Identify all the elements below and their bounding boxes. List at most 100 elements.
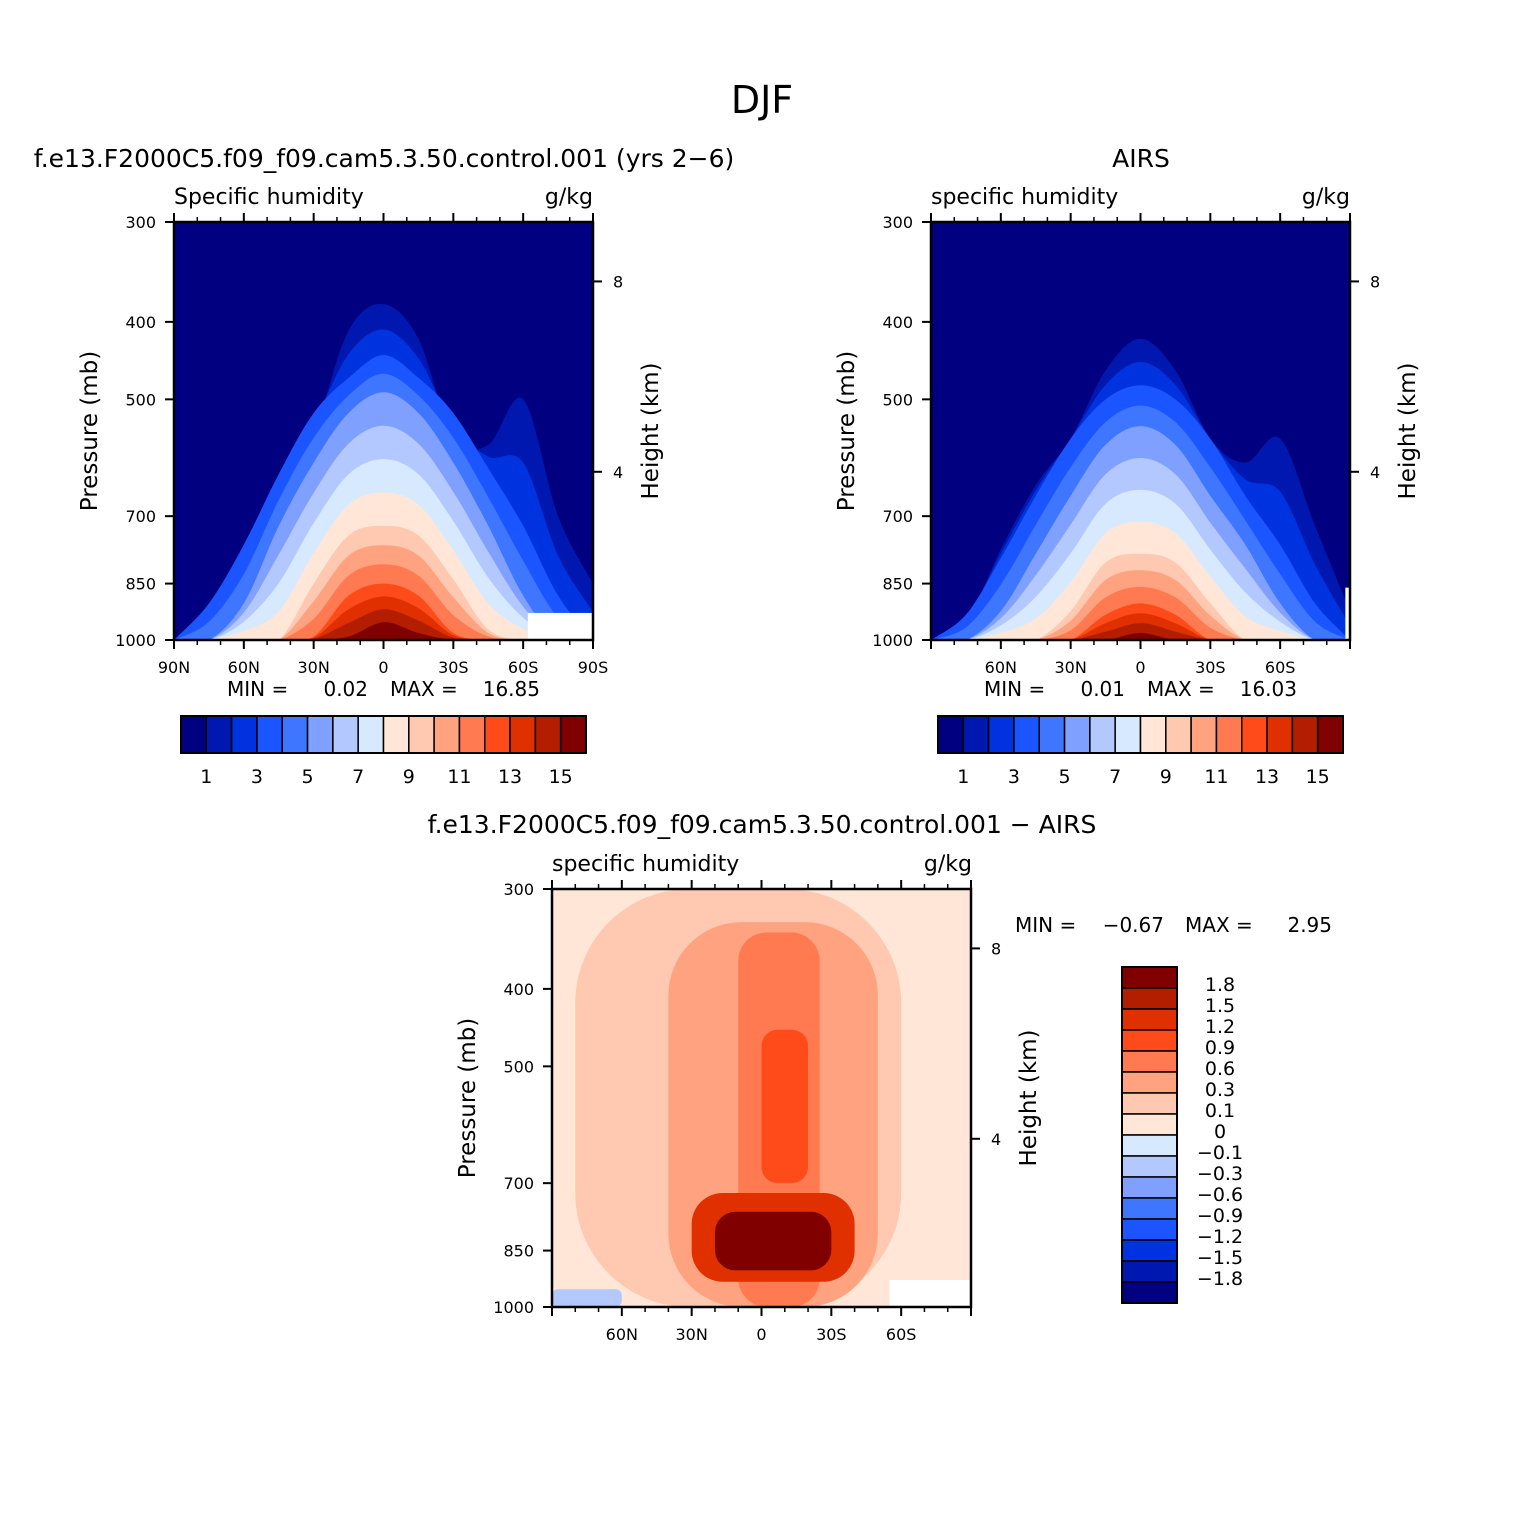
colorbar-label: 0.9 — [1205, 1037, 1235, 1059]
colorbar-label: −1.2 — [1197, 1226, 1243, 1248]
x-tick-label: 30S — [438, 658, 469, 677]
colorbar-swatch — [306, 715, 334, 754]
contour-region — [761, 1029, 809, 1184]
panel-diff-heading: f.e13.F2000C5.f09_f09.cam5.3.50.control.… — [428, 810, 1097, 839]
colorbar-swatch — [1139, 715, 1167, 754]
panel-diff-max-value: 2.95 — [1287, 913, 1332, 937]
y-tick-label: 850 — [125, 575, 156, 594]
colorbar-swatch — [1121, 1197, 1178, 1220]
colorbar-swatch — [1121, 1155, 1178, 1178]
panel-airs-left-string: specific humidity — [931, 185, 1118, 210]
colorbar-label: 0.6 — [1205, 1058, 1235, 1080]
y-tick-label: 1000 — [115, 631, 156, 650]
contour-band-14 — [931, 623, 1350, 640]
y-tick-label: 1000 — [872, 631, 913, 650]
colorbar-swatch — [1266, 715, 1294, 754]
colorbar-swatch — [534, 715, 562, 754]
colorbar-label: 13 — [498, 766, 522, 788]
colorbar-swatch — [962, 715, 990, 754]
panel-diff-ylabel: Pressure (mb) — [455, 1018, 481, 1178]
panel-airs-plot: 300 400 500 700 850 1000 8 4 60N 30N 0 30S 60S — [872, 213, 1380, 677]
x-tick-label: 60N — [228, 658, 260, 677]
colorbar-swatch — [1121, 1113, 1178, 1136]
panel-airs: AIRS specific humidity g/kg 300400500700… — [834, 144, 1421, 788]
colorbar-label: 7 — [352, 766, 364, 788]
colorbar-swatch — [1013, 715, 1040, 754]
y-tick-label: 300 — [503, 880, 534, 899]
contour-fill-group — [552, 889, 971, 1307]
figure-title: DJF — [731, 78, 793, 122]
contour-region — [714, 1211, 832, 1271]
panel-airs-min-label: MIN = — [984, 677, 1045, 701]
colorbar-swatch — [458, 715, 486, 754]
height-tick-label: 8 — [613, 272, 623, 291]
colorbar-swatch — [1165, 715, 1192, 754]
panel-diff-min-label: MIN = — [1015, 913, 1076, 937]
panel-airs-ylabel: Pressure (mb) — [834, 351, 860, 511]
colorbar-label: 5 — [302, 766, 314, 788]
height-tick-label: 8 — [991, 939, 1001, 958]
panel-model-plot: 300 400 500 700 850 1000 8 4 90N 60N 30N 0 30S 60S 90S — [115, 213, 623, 677]
colorbar-swatch — [1291, 715, 1319, 754]
colorbar-swatch — [1121, 1029, 1178, 1052]
colorbar-swatch — [357, 715, 385, 754]
colorbar-label: 5 — [1059, 766, 1071, 788]
colorbar-label: 3 — [251, 766, 263, 788]
colorbar-swatch — [1121, 1176, 1178, 1199]
colorbar-swatch — [1063, 715, 1091, 754]
colorbar-swatch — [1121, 1071, 1178, 1094]
panel-airs-max-value: 16.03 — [1240, 677, 1297, 701]
height-tick-label: 8 — [1370, 272, 1380, 291]
colorbar-swatch — [1121, 1239, 1178, 1262]
colorbar-swatch — [1121, 1008, 1178, 1031]
missing-data-region — [1345, 587, 1350, 640]
colorbar-label: −0.9 — [1197, 1205, 1243, 1227]
colorbar-label: −0.1 — [1197, 1142, 1243, 1164]
colorbar-label: −1.8 — [1197, 1268, 1243, 1290]
colorbar-label: −0.3 — [1197, 1163, 1243, 1185]
height-tick-label: 4 — [1370, 463, 1380, 482]
panel-diff-height-label: Height (km) — [1016, 1029, 1042, 1166]
colorbar-swatch — [281, 715, 309, 754]
panel-model-colorbar: 1 3 5 7 9 11 13 15 — [180, 715, 587, 788]
y-tick-label: 400 — [503, 980, 534, 999]
colorbar-swatch — [484, 715, 511, 754]
colorbar-swatch — [256, 715, 283, 754]
x-tick-label: 60S — [886, 1325, 917, 1344]
colorbar-label: 1 — [957, 766, 969, 788]
colorbar-label: 13 — [1255, 766, 1279, 788]
x-tick-label: 0 — [756, 1325, 766, 1344]
x-tick-label: 0 — [378, 658, 388, 677]
colorbar-swatch — [1121, 1281, 1178, 1304]
colorbar-swatch — [332, 715, 359, 754]
panel-model-ylabel: Pressure (mb) — [77, 351, 103, 511]
colorbar-label: 15 — [549, 766, 573, 788]
colorbar-swatch — [559, 715, 587, 754]
panel-diff-min-value: −0.67 — [1103, 913, 1164, 937]
colorbar-swatch — [382, 715, 410, 754]
y-tick-label: 500 — [503, 1057, 534, 1076]
colorbar-swatch — [937, 715, 965, 754]
colorbar-label: −1.5 — [1197, 1247, 1243, 1269]
colorbar-swatch — [1121, 1050, 1178, 1073]
panel-airs-colorbar: 1 3 5 7 9 11 13 15 — [937, 715, 1344, 788]
x-tick-label: 60N — [606, 1325, 638, 1344]
contour-fill-group — [174, 222, 593, 640]
colorbar-label: 9 — [1160, 766, 1172, 788]
y-tick-label: 700 — [503, 1174, 534, 1193]
colorbar-label: 11 — [447, 766, 471, 788]
y-tick-label: 400 — [125, 313, 156, 332]
panel-model-left-string: Specific humidity — [174, 185, 364, 210]
colorbar-swatch — [987, 715, 1015, 754]
panel-model-min-value: 0.02 — [323, 677, 368, 701]
panel-airs-min-value: 0.01 — [1080, 677, 1125, 701]
panel-model-max-value: 16.85 — [483, 677, 540, 701]
colorbar-swatch — [433, 715, 461, 754]
panel-diff-units: g/kg — [924, 852, 972, 877]
colorbar-frame — [180, 715, 587, 754]
contour-region — [552, 1289, 622, 1307]
colorbar-swatch — [1089, 715, 1116, 754]
y-tick-label: 850 — [882, 575, 913, 594]
panel-diff-plot: 300 400 500 700 850 1000 8 4 60N 30N 0 30S 60S — [493, 880, 1001, 1344]
y-tick-label: 300 — [125, 213, 156, 232]
